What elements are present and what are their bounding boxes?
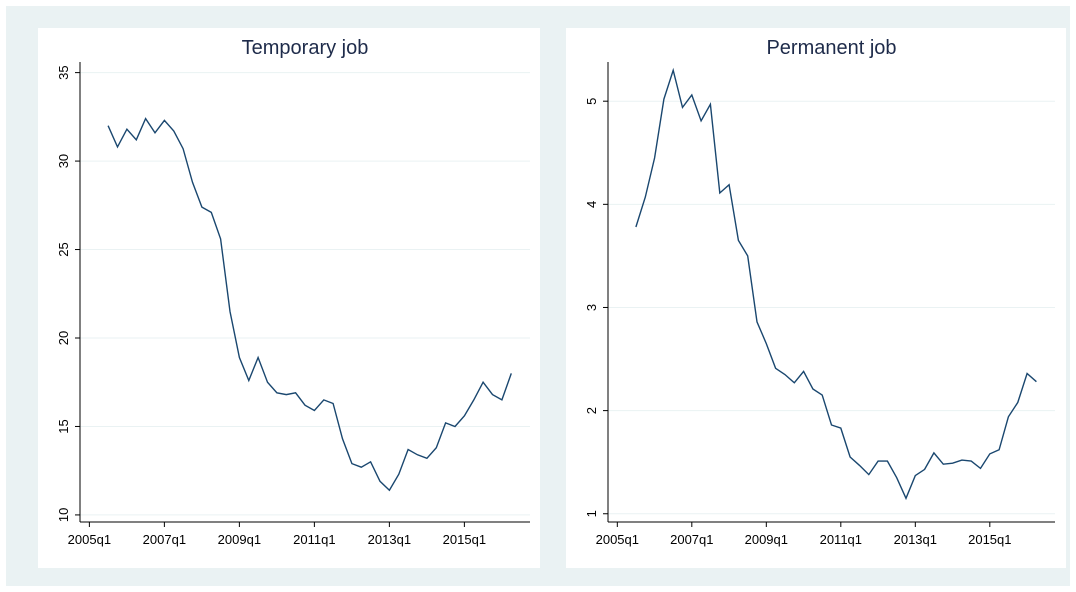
y-tick-label: 10 [56, 508, 71, 522]
x-tick-label: 2009q1 [218, 532, 261, 547]
y-tick-label: 15 [56, 419, 71, 433]
y-tick-label: 35 [56, 65, 71, 79]
y-tick-label: 3 [584, 304, 599, 311]
x-tick-label: 2005q1 [596, 532, 639, 547]
y-tick-label: 1 [584, 510, 599, 517]
series-line [635, 67, 1037, 501]
x-tick-label: 2013q1 [368, 532, 411, 547]
x-tick-label: 2015q1 [968, 532, 1011, 547]
x-tick-label: 2015q1 [443, 532, 486, 547]
chart-title: Permanent job [766, 37, 896, 59]
y-tick-label: 20 [56, 331, 71, 345]
x-tick-label: 2011q1 [293, 532, 335, 547]
x-tick-label: 2009q1 [745, 532, 788, 547]
y-tick-label: 25 [56, 242, 71, 256]
plot-region [566, 28, 1066, 568]
y-tick-label: 30 [56, 154, 71, 168]
y-tick-label: 5 [584, 98, 599, 105]
x-tick-label: 2007q1 [670, 532, 713, 547]
chart-title: Temporary job [242, 37, 369, 59]
x-tick-label: 2011q1 [820, 532, 862, 547]
x-tick-label: 2013q1 [894, 532, 937, 547]
y-tick-label: 4 [584, 201, 599, 208]
x-tick-label: 2007q1 [143, 532, 186, 547]
y-tick-label: 2 [584, 407, 599, 414]
series-line [107, 117, 512, 492]
x-tick-label: 2005q1 [68, 532, 111, 547]
plot-region [38, 28, 540, 568]
